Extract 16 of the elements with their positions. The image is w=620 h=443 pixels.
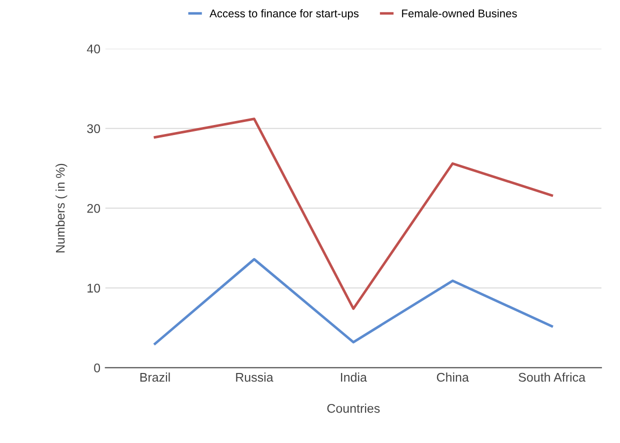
x-axis-title: Countries — [327, 404, 380, 413]
y-tick-label: 20 — [87, 204, 100, 213]
x-tick-label: Russia — [236, 372, 274, 382]
x-tick-label: China — [436, 372, 469, 382]
y-axis-title: Numbers ( in %) — [56, 164, 68, 252]
legend-label: Access to finance for start-ups — [210, 9, 359, 20]
x-tick-label: Brazil — [140, 372, 170, 382]
x-tick-label: South Africa — [518, 372, 586, 382]
y-tick-label: 10 — [88, 284, 100, 293]
line-series — [154, 258, 554, 346]
x-tick-label: India — [341, 372, 367, 382]
line-series — [154, 118, 554, 310]
y-tick-label: 0 — [94, 363, 100, 372]
y-tick-label: 30 — [87, 124, 100, 134]
y-tick-label: 40 — [86, 44, 100, 54]
legend-label: Female-owned Busines — [402, 9, 517, 18]
